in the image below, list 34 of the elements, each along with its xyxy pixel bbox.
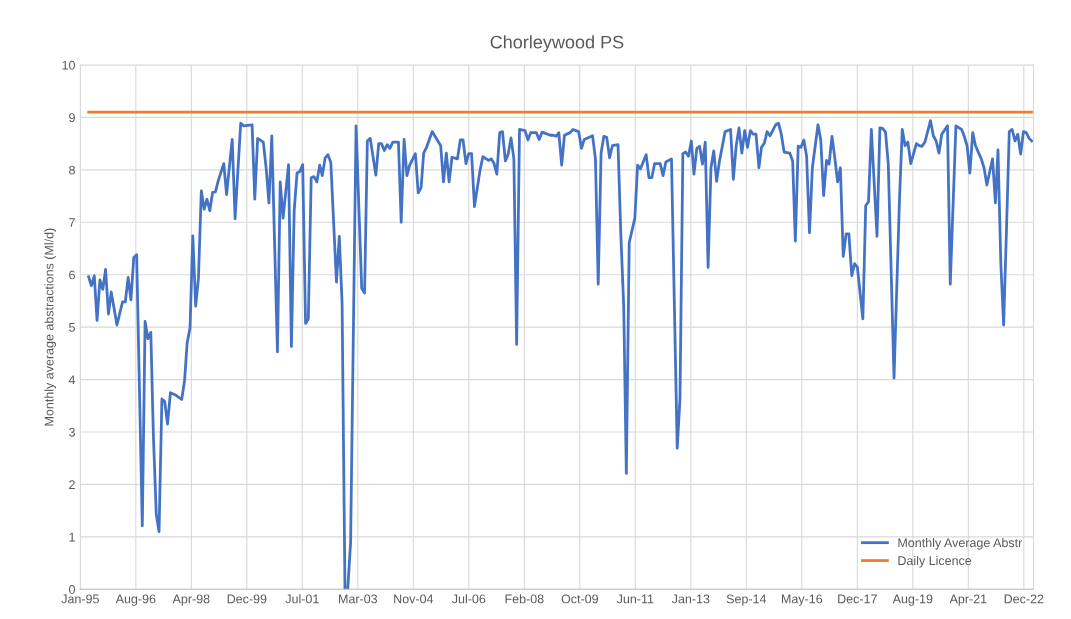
x-tick-label: Apr-98 xyxy=(172,594,210,606)
x-tick-label: Jul-06 xyxy=(451,594,486,604)
line-series xyxy=(87,119,1034,590)
x-tick-label: Jul-01 xyxy=(285,594,319,604)
y-tick-label: 9 xyxy=(69,113,75,123)
x-tick-label: Dec-17 xyxy=(838,594,877,604)
y-tick-label: 4 xyxy=(68,375,76,385)
chart-title: Chorleywood PS xyxy=(490,35,624,53)
x-tick-label: Jan-13 xyxy=(671,594,710,604)
y-tick-label: 0 xyxy=(69,585,75,594)
x-tick-label: Jun-11 xyxy=(616,594,654,604)
x-tick-label: Oct-09 xyxy=(561,594,598,604)
x-tick-label: Mar-03 xyxy=(339,594,378,604)
y-tick-label: 3 xyxy=(68,427,75,437)
y-tick-label: 2 xyxy=(69,480,75,489)
y-tick-label: 8 xyxy=(69,165,75,175)
x-tick-label: Feb-08 xyxy=(505,594,544,604)
x-tick-label: May-16 xyxy=(781,594,823,606)
y-tick-label: 10 xyxy=(62,60,75,70)
x-tick-label: Aug-96 xyxy=(115,594,156,606)
y-tick-label: 5 xyxy=(69,323,75,332)
x-tick-label: Jan-95 xyxy=(61,594,99,604)
x-tick-label: Dec-99 xyxy=(227,594,267,604)
y-tick-label: 6 xyxy=(69,270,75,280)
x-tick-label: Apr-21 xyxy=(949,594,987,606)
x-tick-label: Sep-14 xyxy=(726,594,767,606)
x-tick-label: Nov-04 xyxy=(394,594,434,604)
legend-label: Daily Licence xyxy=(898,555,972,568)
x-tick-label: Aug-19 xyxy=(892,594,933,606)
y-axis-title: Monthly average abstractions (Ml/d) xyxy=(44,228,57,426)
legend-label: Monthly Average Abstr xyxy=(898,538,1023,550)
y-tick-label: 7 xyxy=(69,218,75,227)
x-tick-label: Dec-22 xyxy=(1004,594,1044,604)
y-tick-label: 1 xyxy=(69,532,75,542)
